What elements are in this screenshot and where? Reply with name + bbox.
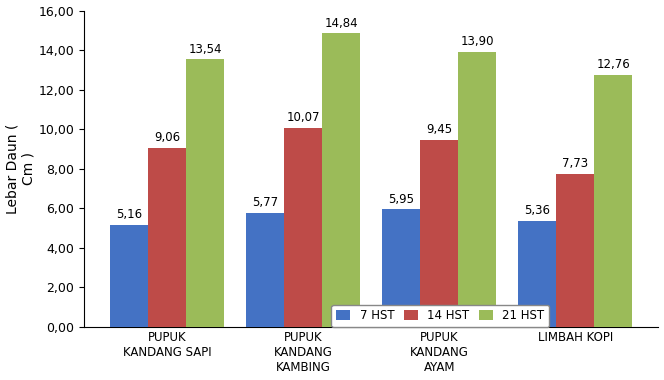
Bar [284, 128, 322, 326]
Text: 12,76: 12,76 [596, 58, 630, 71]
Bar [594, 74, 632, 326]
Bar [458, 52, 497, 326]
Text: 10,07: 10,07 [287, 111, 320, 124]
Bar [420, 140, 458, 326]
Text: 7,73: 7,73 [562, 157, 588, 170]
Text: 9,45: 9,45 [426, 124, 452, 136]
Text: 13,54: 13,54 [189, 43, 222, 55]
Legend: 7 HST, 14 HST, 21 HST: 7 HST, 14 HST, 21 HST [331, 304, 549, 327]
Bar [382, 209, 420, 326]
Bar [187, 59, 224, 326]
Bar [556, 174, 594, 326]
Text: 5,77: 5,77 [252, 196, 278, 209]
Bar [246, 213, 284, 326]
Text: 5,36: 5,36 [524, 204, 550, 217]
Bar [322, 33, 361, 326]
Bar [148, 148, 187, 326]
Bar [110, 225, 148, 326]
Text: 9,06: 9,06 [154, 131, 181, 144]
Text: 5,16: 5,16 [116, 208, 142, 221]
Text: 5,95: 5,95 [388, 193, 414, 206]
Text: 14,84: 14,84 [325, 17, 358, 30]
Bar [518, 221, 556, 326]
Text: 13,90: 13,90 [461, 35, 494, 49]
Y-axis label: Lebar Daun (
Cm ): Lebar Daun ( Cm ) [5, 124, 36, 214]
